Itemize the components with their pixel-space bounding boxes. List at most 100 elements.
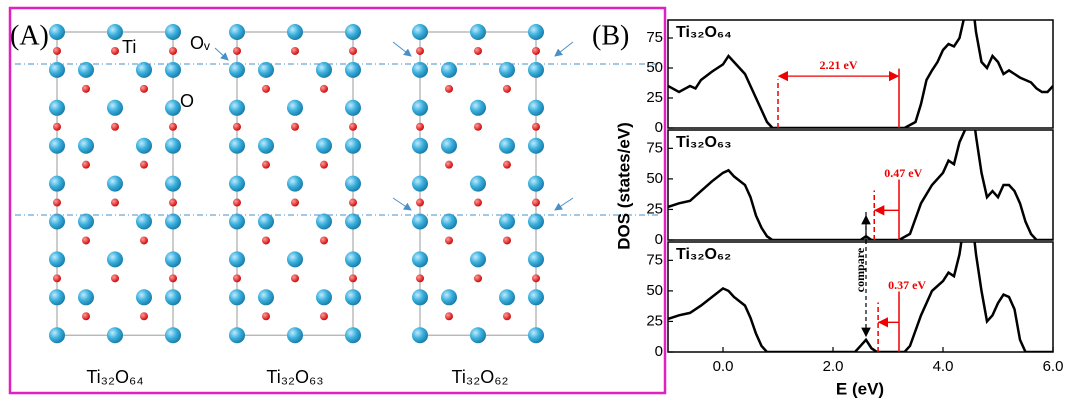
ti-atom (107, 327, 123, 343)
o-atom (291, 47, 299, 55)
o-atom (82, 312, 90, 320)
dos-line (668, 93, 1053, 240)
o-atom (140, 85, 148, 93)
subplot-title: Ti₃₂O₆₂ (676, 246, 731, 263)
ti-atom (528, 100, 544, 116)
ti-atom (499, 138, 515, 154)
ti-atom (345, 214, 361, 230)
ti-atom (287, 176, 303, 192)
ti-atom (345, 327, 361, 343)
o-atom (503, 85, 511, 93)
ti-atom (287, 251, 303, 267)
ti-atom (345, 24, 361, 40)
o-atom (233, 123, 241, 131)
y-tick-label: 25 (646, 312, 663, 329)
ti-atom (345, 176, 361, 192)
o-atom (169, 47, 177, 55)
y-axis-label: DOS (states/eV) (614, 122, 633, 250)
ti-atom (441, 138, 457, 154)
y-tick-label: 50 (646, 170, 663, 187)
o-atom (445, 312, 453, 320)
vacancy-arrow (393, 42, 411, 56)
ti-atom (229, 100, 245, 116)
o-atom (53, 199, 61, 207)
ti-atom (345, 138, 361, 154)
o-atom (262, 85, 270, 93)
o-atom (416, 123, 424, 131)
o-atom (140, 236, 148, 244)
vacancy-arrow (555, 198, 573, 210)
o-atom (233, 274, 241, 282)
o-atom (503, 312, 511, 320)
ti-atom (528, 24, 544, 40)
o-atom (111, 47, 119, 55)
ti-atom (287, 327, 303, 343)
atom-label: Oᵥ (190, 33, 210, 53)
vacancy-arrow (215, 48, 228, 60)
o-atom (532, 274, 540, 282)
ti-atom (107, 251, 123, 267)
ti-atom (165, 100, 181, 116)
ti-atom (107, 100, 123, 116)
ti-atom (78, 289, 94, 305)
ti-atom (49, 289, 65, 305)
y-tick-label: 75 (646, 251, 663, 268)
ti-atom (49, 214, 65, 230)
vacancy-arrow (555, 42, 573, 56)
panel-b: (B) DOS (states/eV) E (eV) 0255075Ti₃₂O₆… (592, 0, 1063, 398)
y-tick-label: 75 (646, 29, 663, 46)
o-atom (532, 123, 540, 131)
o-atom (416, 274, 424, 282)
ti-atom (229, 24, 245, 40)
vacancy-arrow (393, 198, 411, 210)
ti-atom (441, 214, 457, 230)
o-atom (445, 85, 453, 93)
o-atom (349, 47, 357, 55)
ti-atom (412, 251, 428, 267)
ti-atom (470, 176, 486, 192)
ti-atom (229, 138, 245, 154)
o-atom (503, 161, 511, 169)
o-atom (474, 47, 482, 55)
o-atom (53, 274, 61, 282)
ti-atom (528, 251, 544, 267)
ti-atom (229, 327, 245, 343)
o-atom (262, 161, 270, 169)
ti-atom (470, 24, 486, 40)
compare-label: compare (853, 247, 867, 292)
o-atom (291, 123, 299, 131)
page: (A) Ti Oᵥ O Ti₃₂O₆₄ Ti₃₂O₆₃ Ti₃₂O₆₂ (B) … (0, 0, 1067, 405)
o-atom (320, 236, 328, 244)
ti-atom (136, 289, 152, 305)
o-atom (262, 312, 270, 320)
y-tick-label: 25 (646, 89, 663, 106)
ti-atom (136, 214, 152, 230)
y-tick-label: 50 (646, 59, 663, 76)
ti-atom (528, 327, 544, 343)
subplot-title: Ti₃₂O₆₄ (676, 24, 732, 41)
o-atom (82, 236, 90, 244)
ti-atom (229, 176, 245, 192)
ti-atom (528, 138, 544, 154)
o-atom (169, 123, 177, 131)
ti-atom (287, 24, 303, 40)
o-atom (349, 123, 357, 131)
ti-atom (165, 138, 181, 154)
gap-label: 0.37 eV (888, 278, 926, 292)
o-atom (474, 274, 482, 282)
panel-label: (B) (592, 20, 629, 51)
o-atom (111, 199, 119, 207)
ti-atom (412, 327, 428, 343)
x-tick-label: 4.0 (933, 358, 954, 375)
ti-atom (470, 327, 486, 343)
ti-atom (229, 214, 245, 230)
o-atom (291, 274, 299, 282)
ti-atom (345, 100, 361, 116)
panel-a: (A) Ti Oᵥ O Ti₃₂O₆₄ Ti₃₂O₆₃ Ti₃₂O₆₂ (10, 8, 665, 393)
o-atom (532, 47, 540, 55)
dos-subplot: 0255075Ti₃₂O₆₃0.47 eV (646, 93, 1053, 248)
ti-atom (412, 24, 428, 40)
ti-atom (287, 100, 303, 116)
o-atom (111, 274, 119, 282)
o-atom (320, 85, 328, 93)
